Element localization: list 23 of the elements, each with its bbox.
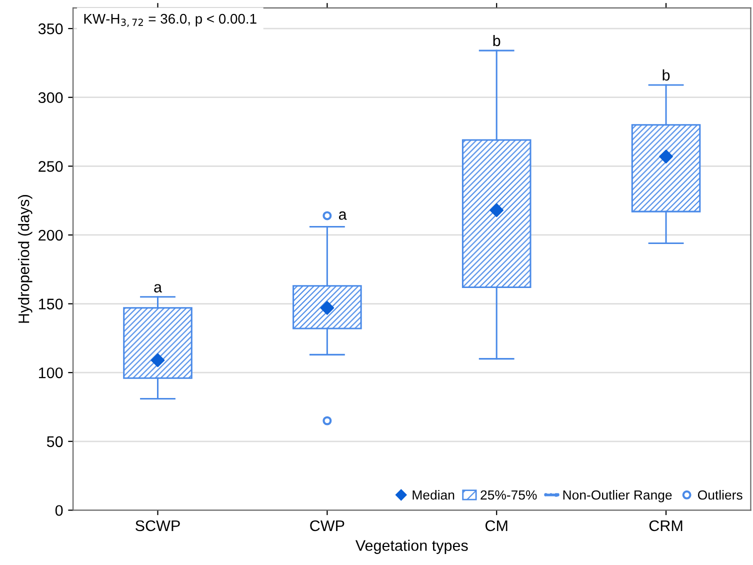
annotation: Median: [412, 490, 454, 500]
x-tick-label: CM: [486, 520, 508, 532]
y-tick-label: 350: [38, 23, 63, 34]
text: 25%-75%: [480, 490, 537, 500]
y-tick-label: 50: [46, 436, 63, 448]
y-tick-label: 100: [38, 367, 63, 378]
y-tick-label: 150: [38, 298, 63, 310]
x-tick-label: SCWP: [136, 520, 180, 532]
y-tick-label: 250: [38, 161, 63, 172]
annotation: Outliers: [698, 490, 742, 500]
x-tick-label: CRM: [649, 520, 682, 532]
x-axis-title: Vegetation types: [355, 540, 468, 554]
annotation: KW-H$_{3,72}$ = 36.0, p < 0.00.1: [84, 14, 256, 27]
annotation: b: [662, 69, 670, 81]
annotation: Non-Outlier Range: [563, 490, 672, 502]
annotation: a: [154, 284, 162, 292]
annotation: b: [493, 34, 500, 46]
x-tick-label: CWP: [310, 520, 344, 532]
annotation: a: [338, 211, 347, 220]
y-tick-label: 200: [38, 230, 63, 241]
y-axis-title: Hydroperiod (days): [18, 195, 32, 323]
y-tick-label: 300: [38, 92, 63, 104]
y-tick-label: 0: [55, 505, 63, 516]
